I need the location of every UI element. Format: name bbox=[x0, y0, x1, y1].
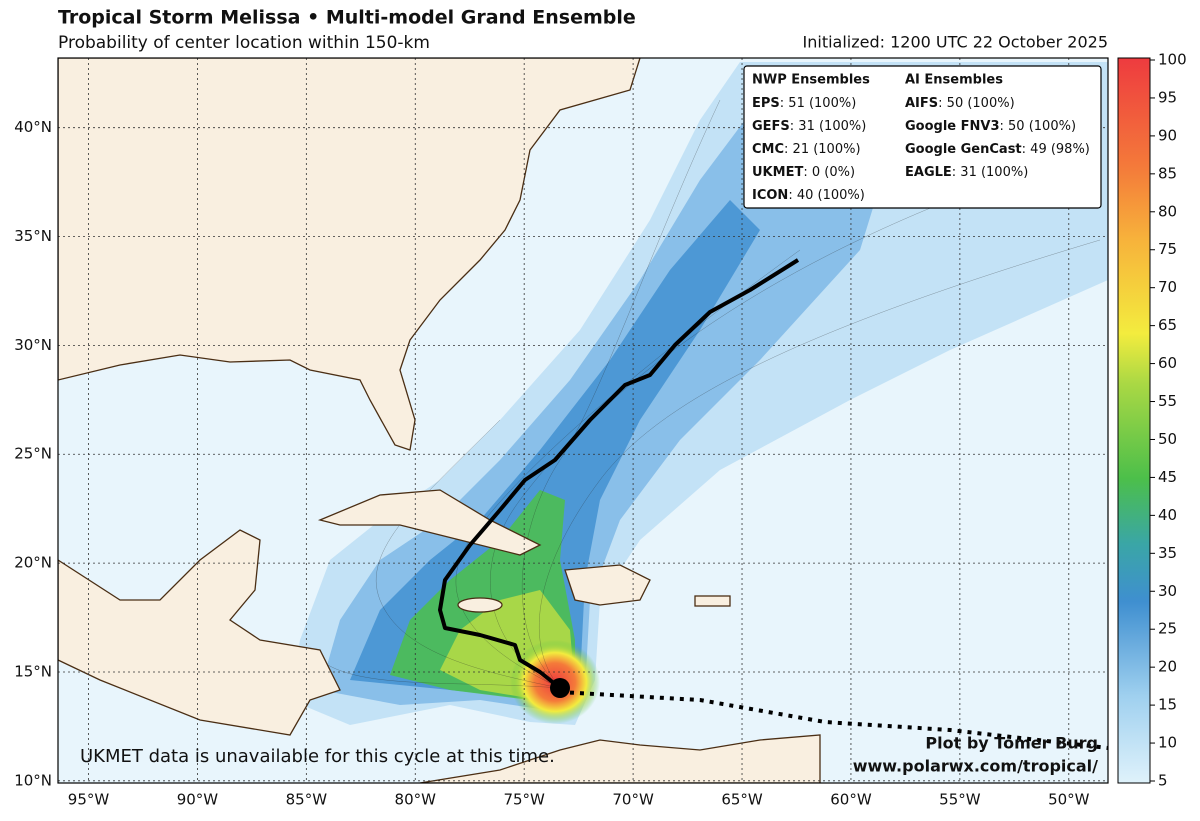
jamaica bbox=[457, 597, 503, 613]
credit-author: Plot by Tomer Burg bbox=[925, 734, 1098, 753]
legend-entry: ICON: 40 (100%) bbox=[752, 188, 865, 203]
map-frame bbox=[57, 57, 1109, 784]
colorbar-label: 30 bbox=[1158, 582, 1177, 600]
colorbar-label: 60 bbox=[1158, 354, 1177, 372]
legend-entry: EAGLE: 31 (100%) bbox=[905, 165, 1028, 180]
initialized: Initialized: 1200 UTC 22 October 2025 bbox=[803, 33, 1108, 52]
legend-model: AIFS bbox=[905, 96, 938, 111]
legend-model: GEFS bbox=[752, 119, 790, 134]
storm-center bbox=[550, 678, 570, 698]
colorbar-label: 5 bbox=[1158, 772, 1168, 790]
legend-model: Google FNV3 bbox=[905, 119, 1000, 134]
colorbar-label: 80 bbox=[1158, 202, 1177, 220]
legend-box bbox=[743, 65, 1102, 209]
colorbar-label: 85 bbox=[1158, 164, 1177, 182]
lat-label: 20°N bbox=[14, 554, 52, 572]
lon-label: 85°W bbox=[286, 791, 328, 809]
lon-label: 75°W bbox=[503, 791, 545, 809]
lon-label: 60°W bbox=[830, 791, 872, 809]
lon-label: 50°W bbox=[1048, 791, 1090, 809]
lat-label: 35°N bbox=[14, 227, 52, 245]
lat-label: 40°N bbox=[14, 118, 52, 136]
colorbar bbox=[1117, 57, 1151, 784]
lon-label: 90°W bbox=[177, 791, 219, 809]
annotation: UKMET data is unavailable for this cycle… bbox=[80, 746, 555, 767]
legend-detail: : 50 (100%) bbox=[938, 96, 1015, 111]
legend-entry: EPS: 51 (100%) bbox=[752, 96, 856, 111]
title: Tropical Storm Melissa • Multi-model Gra… bbox=[58, 7, 636, 29]
subtitle: Probability of center location within 15… bbox=[58, 33, 430, 53]
legend-entry: GEFS: 31 (100%) bbox=[752, 119, 866, 134]
legend-entry: CMC: 21 (100%) bbox=[752, 142, 861, 157]
lon-label: 65°W bbox=[721, 791, 763, 809]
colorbar-label: 65 bbox=[1158, 316, 1177, 334]
colorbar-label: 35 bbox=[1158, 544, 1177, 562]
lat-label: 15°N bbox=[14, 662, 52, 680]
legend-entry: AIFS: 50 (100%) bbox=[905, 96, 1015, 111]
legend-detail: : 21 (100%) bbox=[784, 142, 861, 157]
legend-entry: Google GenCast: 49 (98%) bbox=[905, 142, 1090, 157]
legend-group-title: AI Ensembles bbox=[905, 73, 1003, 88]
plume-high bbox=[350, 200, 760, 700]
colorbar-label: 25 bbox=[1158, 620, 1177, 638]
legend-entry: Google FNV3: 50 (100%) bbox=[905, 119, 1076, 134]
legend-model: Google GenCast bbox=[905, 142, 1022, 157]
colorbar-label: 70 bbox=[1158, 278, 1177, 296]
colorbar-label: 10 bbox=[1158, 734, 1177, 752]
legend-model: CMC bbox=[752, 142, 784, 157]
legend-detail: : 49 (98%) bbox=[1022, 142, 1090, 157]
lat-label: 30°N bbox=[14, 336, 52, 354]
legend-detail: : 31 (100%) bbox=[790, 119, 867, 134]
legend-model: UKMET bbox=[752, 165, 803, 180]
lon-label: 70°W bbox=[612, 791, 654, 809]
south-america bbox=[419, 734, 821, 783]
central-america bbox=[58, 529, 341, 736]
legend-detail: : 50 (100%) bbox=[1000, 119, 1077, 134]
legend-detail: : 51 (100%) bbox=[780, 96, 857, 111]
legend-group-title: NWP Ensembles bbox=[752, 73, 870, 88]
past-track bbox=[559, 690, 1108, 750]
colorbar-label: 90 bbox=[1158, 126, 1177, 144]
cuba bbox=[317, 489, 542, 556]
legend-model: EAGLE bbox=[905, 165, 952, 180]
lon-label: 80°W bbox=[395, 791, 437, 809]
colorbar-label: 40 bbox=[1158, 506, 1177, 524]
lon-label: 55°W bbox=[939, 791, 981, 809]
lat-label: 25°N bbox=[14, 445, 52, 463]
credit-url: www.polarwx.com/tropical/ bbox=[853, 757, 1098, 776]
colorbar-label: 55 bbox=[1158, 392, 1177, 410]
legend-model: ICON bbox=[752, 188, 788, 203]
legend-detail: : 31 (100%) bbox=[952, 165, 1029, 180]
colorbar-label: 75 bbox=[1158, 240, 1177, 258]
colorbar-label: 50 bbox=[1158, 430, 1177, 448]
mean-track bbox=[438, 258, 800, 690]
colorbar-ticks: 5 10 15 20 25 30 35 40 45 50 55 60 65 70 75 80 85 90 95 100 bbox=[1150, 51, 1187, 790]
lon-label: 95°W bbox=[68, 791, 110, 809]
hispaniola bbox=[564, 564, 651, 606]
puerto-rico bbox=[694, 595, 731, 607]
legend-model: EPS bbox=[752, 96, 780, 111]
colorbar-label: 15 bbox=[1158, 696, 1177, 714]
colorbar-label: 100 bbox=[1158, 51, 1187, 69]
colorbar-label: 20 bbox=[1158, 658, 1177, 676]
lat-label: 10°N bbox=[14, 771, 52, 789]
legend-detail: : 0 (0%) bbox=[803, 165, 855, 180]
colorbar-label: 95 bbox=[1158, 88, 1177, 106]
colorbar-label: 45 bbox=[1158, 468, 1177, 486]
legend-entry: UKMET: 0 (0%) bbox=[752, 165, 855, 180]
legend-detail: : 40 (100%) bbox=[788, 188, 865, 203]
